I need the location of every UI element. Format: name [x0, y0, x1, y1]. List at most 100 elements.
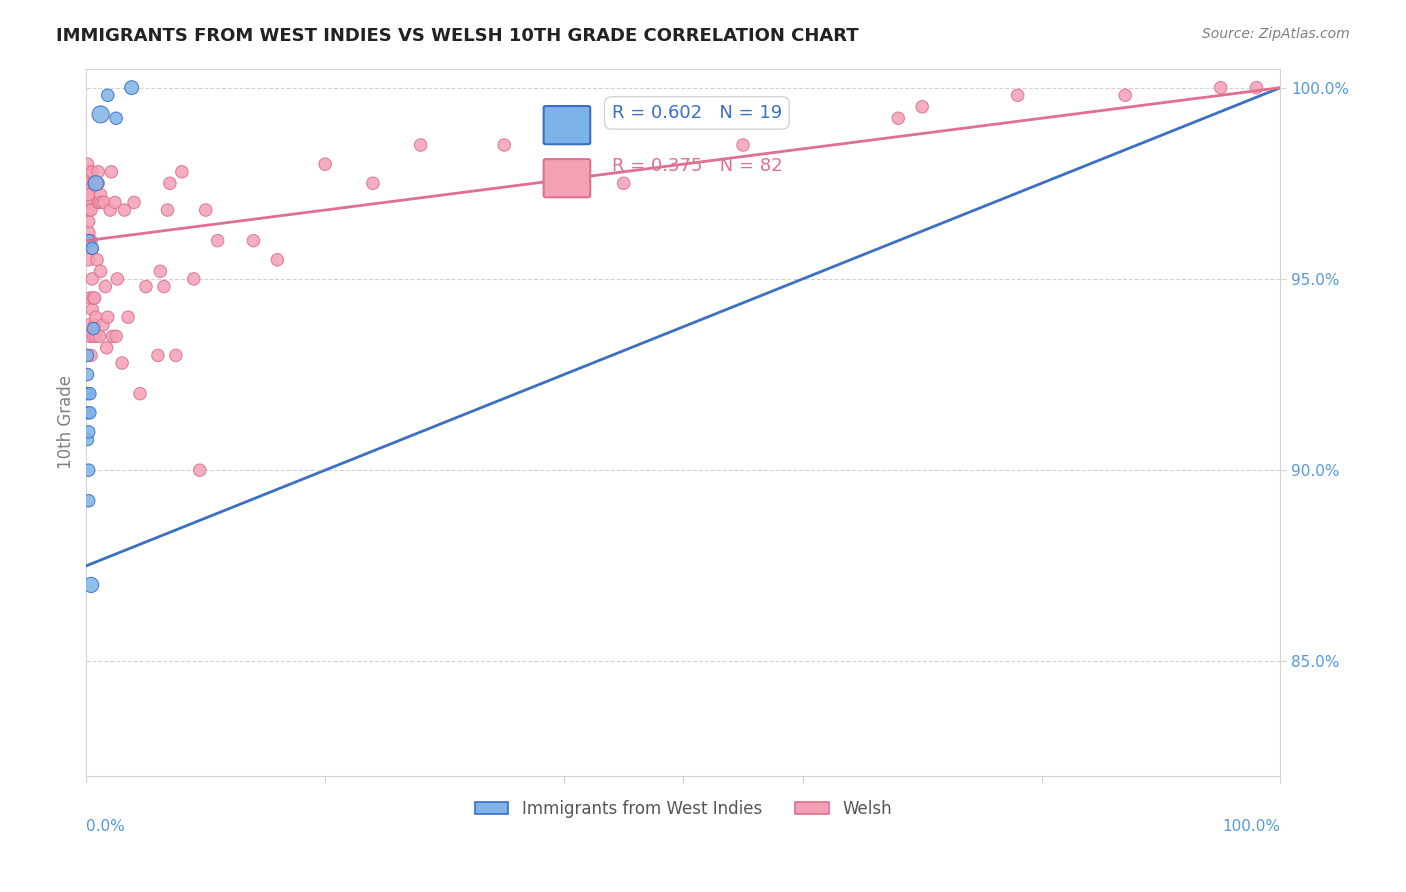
Point [79, 329, 101, 343]
Point [188, 463, 211, 477]
Point [82, 176, 104, 190]
Point [87, 195, 110, 210]
Point [101, 329, 124, 343]
Point [84, 329, 107, 343]
Point [314, 157, 336, 171]
Point [111, 356, 134, 370]
Point [93, 195, 115, 210]
Point [84, 310, 107, 325]
Point [159, 176, 181, 190]
Point [183, 272, 205, 286]
Point [97, 310, 120, 325]
Point [80, 202, 103, 217]
Point [97, 88, 120, 103]
Point [156, 202, 179, 217]
Point [87, 176, 110, 190]
Point [146, 348, 169, 362]
Point [80, 578, 103, 592]
Legend: Immigrants from West Indies, Welsh: Immigrants from West Indies, Welsh [468, 793, 898, 824]
Point [149, 264, 172, 278]
Point [105, 112, 128, 126]
Point [89, 195, 111, 210]
Point [79, 386, 101, 401]
Point [153, 279, 176, 293]
Point [76, 406, 98, 420]
Point [76, 368, 98, 382]
Point [207, 234, 229, 248]
Point [77, 187, 100, 202]
Point [122, 195, 145, 210]
Point [77, 202, 100, 217]
Point [80, 348, 103, 362]
Point [76, 433, 98, 447]
Point [1246, 80, 1268, 95]
Point [79, 406, 101, 420]
Point [77, 214, 100, 228]
Point [82, 329, 104, 343]
Point [83, 291, 105, 305]
Point [129, 386, 152, 401]
Point [82, 321, 104, 335]
Point [76, 187, 98, 202]
Point [1209, 80, 1232, 95]
FancyBboxPatch shape [544, 159, 591, 197]
Point [121, 80, 143, 95]
Point [76, 226, 98, 240]
Point [82, 165, 104, 179]
Point [165, 348, 187, 362]
Point [80, 234, 103, 248]
Point [83, 318, 105, 332]
Point [613, 176, 636, 190]
Point [82, 241, 104, 255]
Point [79, 234, 101, 248]
Point [86, 252, 108, 267]
Point [77, 234, 100, 248]
Point [87, 165, 110, 179]
Point [98, 202, 121, 217]
Point [170, 165, 193, 179]
Point [266, 252, 288, 267]
Point [90, 195, 112, 210]
Point [105, 329, 128, 343]
Point [89, 329, 111, 343]
Point [96, 341, 118, 355]
Point [77, 493, 100, 508]
Point [76, 176, 98, 190]
Point [84, 176, 107, 190]
Point [887, 112, 910, 126]
Point [76, 386, 98, 401]
Point [117, 310, 139, 325]
Point [242, 234, 264, 248]
Y-axis label: 10th Grade: 10th Grade [58, 376, 75, 469]
Point [77, 463, 100, 477]
Point [100, 165, 122, 179]
Point [83, 176, 105, 190]
Point [361, 176, 384, 190]
Point [82, 272, 104, 286]
Text: IMMIGRANTS FROM WEST INDIES VS WELSH 10TH GRADE CORRELATION CHART: IMMIGRANTS FROM WEST INDIES VS WELSH 10T… [56, 27, 859, 45]
Point [76, 165, 98, 179]
Text: 100.0%: 100.0% [1222, 819, 1281, 834]
Text: 0.0%: 0.0% [86, 819, 125, 834]
Point [77, 252, 100, 267]
Text: R = 0.602   N = 19: R = 0.602 N = 19 [612, 103, 782, 122]
Point [135, 279, 157, 293]
Point [104, 195, 127, 210]
Point [76, 176, 98, 190]
Point [114, 202, 136, 217]
Point [82, 302, 104, 317]
Point [76, 195, 98, 210]
Point [911, 100, 934, 114]
Point [91, 318, 114, 332]
Point [77, 234, 100, 248]
Point [90, 264, 112, 278]
Point [90, 107, 112, 121]
Point [76, 157, 98, 171]
Point [1007, 88, 1029, 103]
Point [82, 291, 104, 305]
Point [76, 348, 98, 362]
Point [494, 138, 516, 153]
Point [82, 241, 104, 255]
Text: Source: ZipAtlas.com: Source: ZipAtlas.com [1202, 27, 1350, 41]
Point [77, 425, 100, 439]
